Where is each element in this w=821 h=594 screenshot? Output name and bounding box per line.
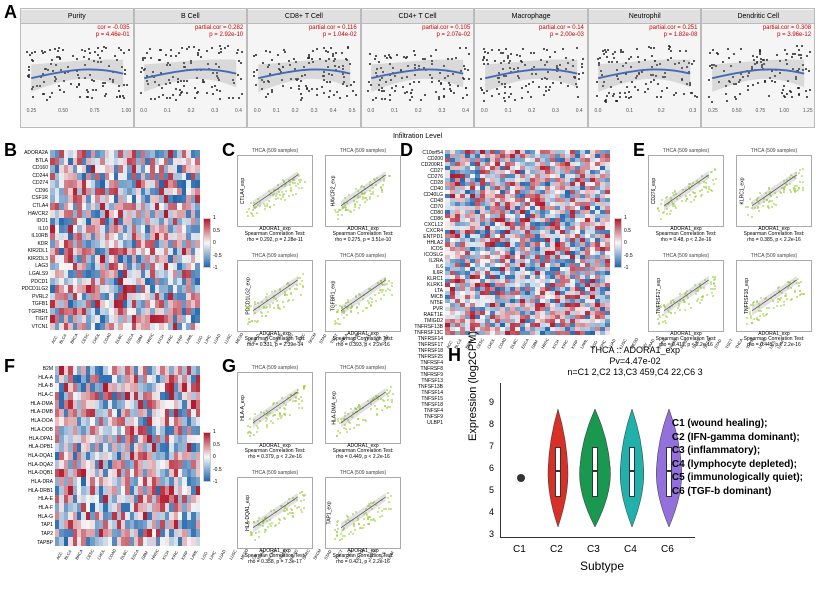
scatter-neutrophil: Neutrophilpartial.cor = 0.251p = 1.82e-0… (588, 8, 702, 128)
scatter-cd8--t-cell: CD8+ T Cellpartial.cor = 0.116p = 1.04e-… (247, 8, 361, 128)
mini-scatter-CD276_exp: THCA (509 samples)CD276_expADORA1_expSpe… (648, 155, 724, 227)
violin-legend: C1 (wound healing);C2 (IFN-gamma dominan… (672, 417, 803, 498)
gene-HLA-F: HLA-F (15, 505, 53, 511)
mini-scatter-HLA-A_exp: THCA (509 samples)HLA-A_expADORA1_expSpe… (237, 372, 313, 444)
violin-title-2: Pv=4.47e-02 (465, 356, 805, 367)
gene-CSF1R: CSF1R (10, 195, 48, 201)
panel-label-f: F (4, 356, 15, 377)
violin-plot (500, 383, 695, 538)
violin-title-3: n=C1 2,C2 13,C3 459,C4 22,C6 3 (465, 367, 805, 378)
panel-a-xlabel: Infiltration Level (393, 133, 442, 140)
gene-IL10: IL10 (10, 226, 48, 232)
gene-HLA-DMB: HLA-DMB (15, 409, 53, 415)
gene-KIR2DL1: KIR2DL1 (10, 248, 48, 254)
mini-scatter-TNFRSF17_exp: THCA (509 samples)TNFRSF17_expADORA1_exp… (648, 260, 724, 332)
gene-IL10RB: IL10RB (10, 233, 48, 239)
gene-HLA-DOA: HLA-DOA (15, 418, 53, 424)
gene-CD96: CD96 (10, 188, 48, 194)
violin-title: THCA :: ADORA1_exp Pv=4.47e-02 n=C1 2,C2… (465, 345, 805, 377)
gene-HLA-DQA2: HLA-DQA2 (15, 462, 53, 468)
scatter-macrophage: Macrophagepartial.cor = 0.14p = 2.00e-03… (474, 8, 588, 128)
colorbar-d: 10.50-0.5-1 (614, 218, 622, 268)
scatter-cd4--t-cell: CD4+ T Cellpartial.cor = 0.105p = 2.07e-… (361, 8, 475, 128)
mini-scatter-TAP1_exp: THCA (509 samples)TAP1_expADORA1_expSpea… (325, 477, 401, 549)
colorbar-f: 10.50-0.5-1 (203, 432, 211, 482)
gene-KIR2DL3: KIR2DL3 (10, 256, 48, 262)
gene-HLA-DMA: HLA-DMA (15, 401, 53, 407)
gene-TIGIT: TIGIT (10, 316, 48, 322)
xtick-C2: C2 (550, 544, 563, 555)
mini-scatter-KLRC1_exp: THCA (509 samples)KLRC1_expADORA1_expSpe… (736, 155, 812, 227)
gene-ULBP1: ULBP1 (413, 420, 443, 426)
gene-TAP2: TAP2 (15, 531, 53, 537)
mini-scatter-TNFRSF18_exp: THCA (509 samples)TNFRSF18_expADORA1_exp… (736, 260, 812, 332)
gene-HLA-E: HLA-E (15, 496, 53, 502)
gene-LGALS9: LGALS9 (10, 271, 48, 277)
gene-CD274: CD274 (10, 180, 48, 186)
gene-PVRL2: PVRL2 (10, 294, 48, 300)
gene-BTLA: BTLA (10, 158, 48, 164)
gene-HLA-A: HLA-A (15, 375, 53, 381)
gene-TAPBP: TAPBP (15, 540, 53, 546)
panel-label-h: H (448, 345, 461, 366)
mini-scatter-CTLA4_exp: THCA (509 samples)CTLA4_expADORA1_expSpe… (237, 155, 313, 227)
gene-HLA-G: HLA-G (15, 514, 53, 520)
gene-HLA-DOB: HLA-DOB (15, 427, 53, 433)
panel-label-d: D (400, 140, 413, 161)
gene-CD244: CD244 (10, 173, 48, 179)
gene-HLA-DQA1: HLA-DQA1 (15, 453, 53, 459)
gene-ADORA2A: ADORA2A (10, 150, 48, 156)
gene-HLA-DPA1: HLA-DPA1 (15, 436, 53, 442)
gene-CD160: CD160 (10, 165, 48, 171)
xtick-C3: C3 (587, 544, 600, 555)
gene-TAP1: TAP1 (15, 522, 53, 528)
gene-TGFBR1: TGFBR1 (10, 309, 48, 315)
mini-scatter-HAVCR2_exp: THCA (509 samples)HAVCR2_expADORA1_expSp… (325, 155, 401, 227)
gene-PDCD1: PDCD1 (10, 279, 48, 285)
heatmap-d: C10orf54CD200CD200R1CD27CD276CD28CD40CD4… (445, 150, 610, 335)
violin-ylabel: Expression (log2CPM) (467, 331, 479, 441)
gene-HLA-DPB1: HLA-DPB1 (15, 444, 53, 450)
violin-xlabel: Subtype (580, 559, 624, 573)
colorbar-b: 10.50-0.5-1 (203, 218, 211, 268)
mini-scatter-PDCD1LG2_exp: THCA (509 samples)PDCD1LG2_expADORA1_exp… (237, 260, 313, 332)
panel-h: THCA :: ADORA1_exp Pv=4.47e-02 n=C1 2,C2… (465, 345, 805, 575)
panel-label-a: A (4, 2, 17, 23)
xtick-C6: C6 (661, 544, 674, 555)
gene-KDR: KDR (10, 241, 48, 247)
mini-scatter-TGFBR1_exp: THCA (509 samples)TGFBR1_expADORA1_expSp… (325, 260, 401, 332)
gene-CTLA4: CTLA4 (10, 203, 48, 209)
gene-LAG3: LAG3 (10, 263, 48, 269)
gene-PDCD1LG2: PDCD1LG2 (10, 286, 48, 292)
gene-HLA-DRA: HLA-DRA (15, 479, 53, 485)
mini-scatter-HLA-DQA1_exp: THCA (509 samples)HLA-DQA1_expADORA1_exp… (237, 477, 313, 549)
gene-B2M: B2M (15, 366, 53, 372)
gene-IDO1: IDO1 (10, 218, 48, 224)
mini-scatter-HLA-DMA_exp: THCA (509 samples)HLA-DMA_expADORA1_expS… (325, 372, 401, 444)
scatter-dendritic-cell: Dendritic Cellpartial.cor = 0.308p = 3.9… (701, 8, 815, 128)
gene-HLA-DQB1: HLA-DQB1 (15, 470, 53, 476)
panel-label-e: E (633, 140, 645, 161)
heatmap-b: ADORA2ABTLACD160CD244CD274CD96CSF1RCTLA4… (50, 150, 200, 330)
scatter-b-cell: B Cellpartial.cor = 0.282p = 2.92e-100.0… (134, 8, 248, 128)
xtick-C4: C4 (624, 544, 637, 555)
panel-label-g: G (222, 356, 236, 377)
gene-HLA-C: HLA-C (15, 392, 53, 398)
scatter-purity: Puritycor = -0.035p = 4.46e-010.250.500.… (20, 8, 134, 128)
gene-HAVCR2: HAVCR2 (10, 211, 48, 217)
heatmap-f: B2MHLA-AHLA-BHLA-CHLA-DMAHLA-DMBHLA-DOAH… (55, 366, 200, 546)
scatter-row: Puritycor = -0.035p = 4.46e-010.250.500.… (20, 8, 815, 128)
panel-a: ADORA1 Expression Level (log2 TPM) Purit… (20, 8, 815, 128)
panel-label-c: C (222, 140, 235, 161)
gene-TGFB1: TGFB1 (10, 301, 48, 307)
gene-VTCN1: VTCN1 (10, 324, 48, 330)
xtick-C1: C1 (513, 544, 526, 555)
gene-HLA-DRB1: HLA-DRB1 (15, 488, 53, 494)
gene-HLA-B: HLA-B (15, 383, 53, 389)
